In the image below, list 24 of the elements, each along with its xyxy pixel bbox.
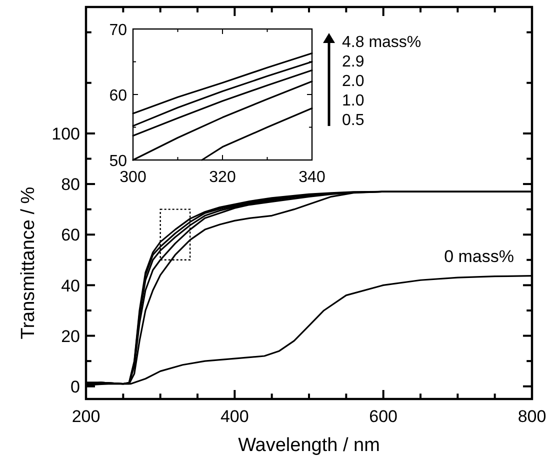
- y-tick-label: 100: [52, 124, 80, 144]
- x-tick-label: 400: [220, 407, 249, 426]
- x-tick-label: 800: [518, 407, 546, 426]
- y-tick-label: 60: [109, 87, 128, 104]
- x-tick-label: 320: [209, 169, 236, 186]
- y-tick-label: 20: [61, 326, 80, 346]
- y-tick-label: 70: [109, 22, 128, 39]
- legend-label: 4.8 mass%: [342, 34, 422, 51]
- series-label: 2.0: [342, 73, 364, 90]
- y-tick-label: 40: [61, 276, 80, 296]
- x-tick-label: 300: [120, 169, 146, 186]
- legend-label: 1.0: [342, 92, 364, 110]
- legend-label: 0 mass%: [444, 246, 514, 266]
- x-axis-title: Wavelength / nm: [238, 435, 380, 456]
- legend-label: 2.9: [342, 54, 364, 70]
- y-tick-label: 80: [61, 175, 80, 194]
- y-tick-label: 0: [70, 377, 80, 396]
- y-axis-title: Transmittance / %: [18, 186, 39, 340]
- x-tick-label: 600: [369, 407, 398, 426]
- y-tick-label: 60: [61, 226, 80, 245]
- x-tick-label: 340: [298, 169, 326, 186]
- y-tick-label: 50: [109, 152, 128, 170]
- legend-label: 0.5: [342, 112, 364, 129]
- x-tick-label: 200: [72, 407, 100, 426]
